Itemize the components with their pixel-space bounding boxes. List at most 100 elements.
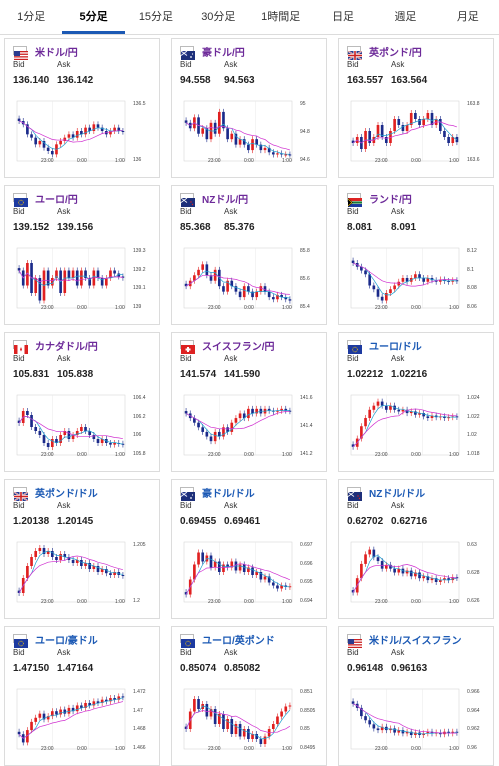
rate-card[interactable]: 豪ドル/ドル Bid Ask 0.69455 0.69461 0.697 0.696 0.69… <box>171 479 327 619</box>
tab-1[interactable]: 1分足 <box>17 11 46 23</box>
y-tick-label: 1.466 <box>133 745 146 751</box>
pair-link[interactable]: ランド/円 <box>369 195 412 206</box>
bid-label: Bid <box>347 207 359 216</box>
pair-link[interactable]: 米ドル/円 <box>35 48 78 59</box>
pair-link[interactable]: カナダドル/円 <box>35 342 98 353</box>
candle-body <box>50 151 54 155</box>
pair-link[interactable]: 英ポンド/円 <box>369 48 422 59</box>
candle-body <box>38 431 42 435</box>
candle-body <box>263 576 267 580</box>
candle-body <box>46 147 50 151</box>
tab-8[interactable]: 月足 <box>456 11 479 23</box>
y-tick-label: 0.626 <box>467 598 480 604</box>
y-tick-label: 1.468 <box>133 726 146 733</box>
rate-card[interactable]: ユーロ/英ポンド Bid Ask 0.85074 0.85082 0.851 0.8505 0… <box>171 626 327 766</box>
ask-value: 163.564 <box>391 75 428 86</box>
pair-link[interactable]: NZドル/ドル <box>369 489 426 500</box>
pair-link[interactable]: 英ポンド/ドル <box>35 489 98 500</box>
tab-2[interactable]: 5分足 <box>62 0 126 34</box>
chart-area <box>180 242 298 314</box>
candle-body <box>55 557 58 560</box>
pair-link[interactable]: 米ドル/スイスフラン <box>369 636 462 647</box>
y-tick-label: 106.4 <box>133 395 146 401</box>
candle-body <box>88 563 92 569</box>
candle-body <box>92 701 96 706</box>
ask-value: 136.142 <box>57 75 94 86</box>
pair-link[interactable]: ユーロ/豪ドル <box>35 636 98 647</box>
candle-body <box>59 435 62 443</box>
rate-card[interactable]: ランド/円 Bid Ask 8.081 8.091 8.12 8.1 8.08 8.06 23:0… <box>338 185 494 325</box>
tab-5[interactable]: 1時間足 <box>261 11 301 23</box>
ask-value: 0.62716 <box>391 516 428 527</box>
candle-body <box>405 570 409 574</box>
candle-body <box>121 443 125 445</box>
candle-body <box>247 286 250 292</box>
ma-short-line <box>352 555 457 593</box>
x-tick-label: 23:00 <box>208 158 221 164</box>
candle-body <box>251 567 254 575</box>
rate-card[interactable]: 豪ドル/円 Bid Ask 94.558 94.563 95 94.8 94.6 23:00 0:… <box>171 38 327 178</box>
pair-link[interactable]: NZドル/円 <box>202 195 249 206</box>
y-tick-label: 1.018 <box>467 451 480 457</box>
y-tick-label: 0.697 <box>300 542 313 548</box>
rate-card[interactable]: カナダドル/円 Bid Ask 105.831 105.838 106.4 106.2 106… <box>4 332 160 472</box>
price-chart <box>350 247 460 309</box>
tab-4[interactable]: 30分足 <box>201 11 236 23</box>
candle-body <box>384 564 388 569</box>
candle-body <box>100 127 104 131</box>
candle-body <box>267 291 271 298</box>
candle-body <box>38 141 42 145</box>
rate-card[interactable]: ユーロ/ドル Bid Ask 1.02212 1.02216 1.024 1.022 1.02… <box>338 332 494 472</box>
candle-body <box>284 408 288 411</box>
candle-body <box>288 586 292 588</box>
price-chart <box>350 100 460 162</box>
pair-link[interactable]: スイスフラン/円 <box>202 342 275 353</box>
tab-3[interactable]: 15分足 <box>138 11 174 23</box>
tab-6[interactable]: 日足 <box>332 11 355 23</box>
rate-card[interactable]: ユーロ/豪ドル Bid Ask 1.47150 1.47164 1.472 1.47 1.46… <box>4 626 160 766</box>
price-chart <box>183 541 293 603</box>
candle-body <box>372 549 376 558</box>
candle-body <box>430 578 434 581</box>
card-header: ユーロ/円 <box>13 191 155 207</box>
rate-card[interactable]: 英ポンド/円 Bid Ask 163.557 163.564 163.8 163.6 23:0… <box>338 38 494 178</box>
candle-body <box>80 131 83 135</box>
rate-card[interactable]: 米ドル/円 Bid Ask 136.140 136.142 136.5 136 23:00 0:… <box>4 38 160 178</box>
x-tick-label: 23:00 <box>208 599 221 605</box>
candle-body <box>117 127 121 131</box>
candle-body <box>75 431 79 435</box>
x-tick-label: 1:00 <box>282 599 292 605</box>
x-tick-label: 23:00 <box>375 746 388 752</box>
bid-value: 1.47150 <box>13 663 50 674</box>
rate-card[interactable]: NZドル/ドル Bid Ask 0.62702 0.62716 0.63 0.628 0.62… <box>338 479 494 619</box>
candle-body <box>59 141 62 145</box>
rate-card[interactable]: NZドル/円 Bid Ask 85.368 85.376 85.8 85.6 85.4 23:0… <box>171 185 327 325</box>
x-tick-label: 1:00 <box>115 158 125 164</box>
y-tick-label: 141.6 <box>300 395 313 401</box>
candle-body <box>38 548 42 551</box>
candle-body <box>88 127 92 131</box>
candle-body <box>397 409 401 412</box>
candle-body <box>46 443 50 447</box>
pair-link[interactable]: 豪ドル/円 <box>202 48 245 59</box>
pair-link[interactable]: ユーロ/円 <box>35 195 78 206</box>
y-tick-label: 163.6 <box>467 157 480 163</box>
y-tick-label: 8.06 <box>467 304 477 310</box>
candle-body <box>113 270 116 274</box>
rate-card[interactable]: 米ドル/スイスフラン Bid Ask 0.96148 0.96163 0.966 0.964… <box>338 626 494 766</box>
pair-link[interactable]: ユーロ/ドル <box>369 342 422 353</box>
pair-link[interactable]: ユーロ/英ポンド <box>202 636 275 647</box>
price-chart <box>350 541 460 603</box>
rate-card[interactable]: スイスフラン/円 Bid Ask 141.574 141.590 141.6 141.4 14… <box>171 332 327 472</box>
rate-card[interactable]: 英ポンド/ドル Bid Ask 1.20138 1.20145 1.205 1.2 23:00… <box>4 479 160 619</box>
ma-long-line <box>352 408 457 448</box>
candle-body <box>271 582 275 586</box>
candle-body <box>34 551 38 557</box>
rate-card[interactable]: ユーロ/円 Bid Ask 139.152 139.156 139.3 139.2 139.1… <box>4 185 160 325</box>
pair-link[interactable]: 豪ドル/ドル <box>202 489 255 500</box>
tab-7[interactable]: 週足 <box>394 11 417 23</box>
ask-value: 1.20145 <box>57 516 94 527</box>
x-tick-label: 0:00 <box>244 599 254 605</box>
candle-body <box>209 555 213 568</box>
candle-body <box>34 278 38 293</box>
